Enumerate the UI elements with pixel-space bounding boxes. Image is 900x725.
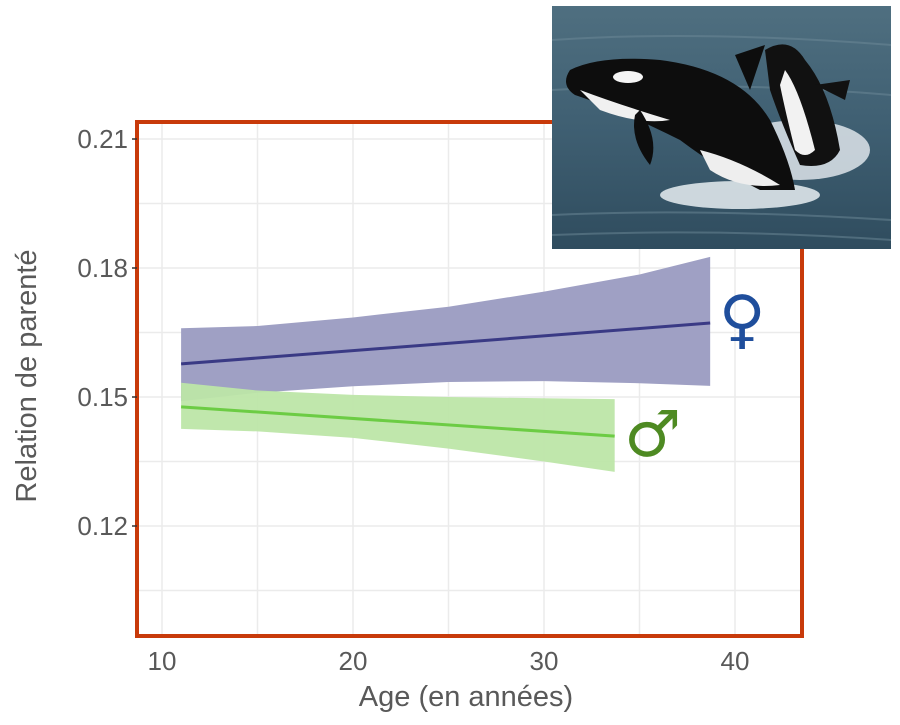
y-axis-label: Relation de parenté — [11, 249, 43, 502]
x-tick-label: 30 — [530, 646, 559, 676]
plot-frame — [135, 120, 804, 638]
orca-photo — [551, 6, 892, 249]
x-tick-label: 40 — [721, 646, 750, 676]
trend-line-female — [180, 321, 711, 366]
trend-line-male — [180, 405, 615, 438]
y-tick-label: 0.21 — [77, 124, 128, 154]
y-tick-label: 0.12 — [77, 511, 128, 541]
male-symbol: ♂ — [624, 398, 681, 472]
y-tick-label: 0.15 — [77, 382, 128, 412]
y-tick-label: 0.18 — [77, 253, 128, 283]
confidence-band-male — [181, 382, 615, 472]
confidence-bands — [181, 256, 711, 472]
confidence-band-female — [181, 256, 711, 402]
trend-lines — [180, 321, 711, 438]
tick-labels: 10 20 30 40 0.12 0.15 0.18 0.21 — [77, 124, 749, 676]
sex-symbols: ♀♂FemellesMâles — [624, 283, 766, 472]
female-symbol: ♀ — [719, 283, 766, 357]
x-axis-label: Age (en années) — [359, 681, 573, 713]
x-tick-label: 20 — [339, 646, 368, 676]
x-tick-label: 10 — [148, 646, 177, 676]
